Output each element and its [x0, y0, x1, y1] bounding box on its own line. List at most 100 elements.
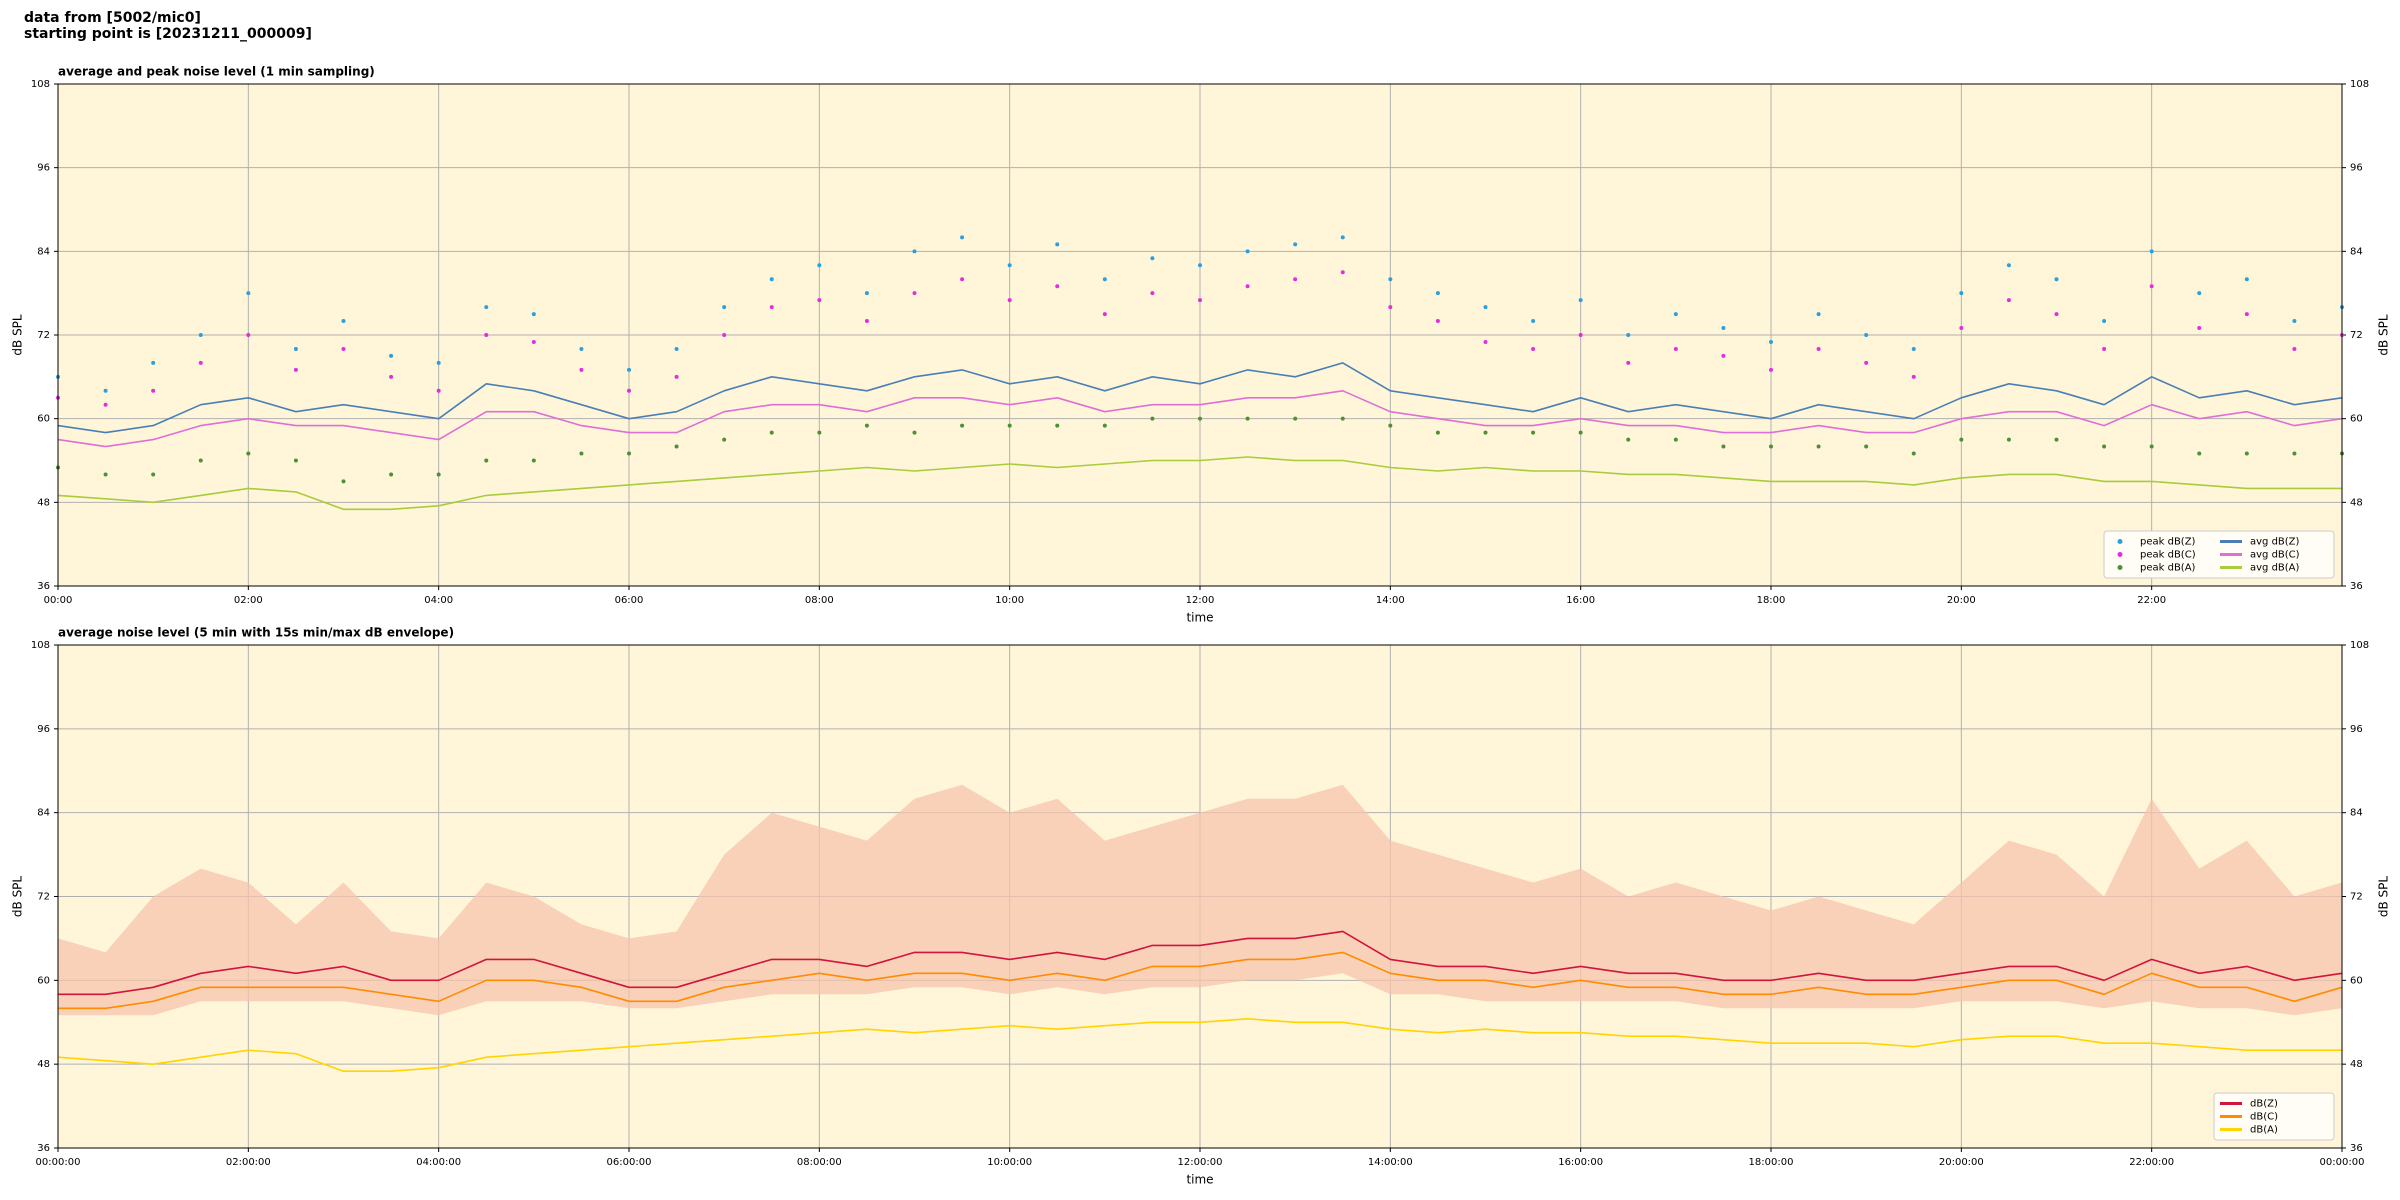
- peak-point: [2006, 437, 2011, 442]
- peak-point: [151, 388, 156, 393]
- peak-point: [817, 263, 822, 268]
- y-tick-label: 48: [37, 497, 50, 508]
- y-tick-label: 96: [2350, 163, 2363, 174]
- x-tick-label: 22:00: [2137, 595, 2166, 606]
- peak-point: [2292, 319, 2297, 324]
- y-tick-label: 84: [37, 246, 50, 257]
- peak-point: [1673, 346, 1678, 351]
- series-line: [57, 1018, 2342, 1072]
- y-tick-label: 48: [2350, 497, 2363, 508]
- peak-point: [1721, 353, 1726, 358]
- peak-point: [674, 444, 679, 449]
- peak-point: [1435, 291, 1440, 296]
- peak-point: [1911, 374, 1916, 379]
- peak-point: [531, 312, 536, 317]
- series-line: [57, 390, 2343, 448]
- peak-point: [1626, 437, 1631, 442]
- peak-point: [960, 235, 965, 240]
- peak-point: [436, 360, 441, 365]
- y-tick-label: 72: [37, 892, 50, 903]
- x-tick-label: 02:00:00: [226, 1157, 271, 1168]
- peak-point: [2102, 319, 2107, 324]
- peak-point: [1911, 451, 1916, 456]
- peak-point: [2197, 291, 2202, 296]
- peak-point: [912, 291, 917, 296]
- peak-point: [1673, 437, 1678, 442]
- peak-point: [1198, 298, 1202, 303]
- y-tick-label: 108: [31, 79, 50, 90]
- peak-point: [722, 437, 727, 442]
- peak-point: [1816, 444, 1821, 449]
- peak-point: [151, 472, 156, 477]
- y-axis-label: dB SPL: [11, 314, 25, 356]
- peak-point: [579, 451, 584, 456]
- legend-marker: [2117, 539, 2123, 544]
- x-tick-label: 18:00: [1757, 595, 1786, 606]
- y-tick-label: 72: [37, 330, 50, 341]
- x-tick-label: 04:00:00: [416, 1157, 461, 1168]
- y-tick-label: 60: [37, 414, 50, 425]
- peak-point: [341, 319, 346, 324]
- plot-frame: [57, 83, 2343, 587]
- peak-point: [293, 346, 298, 351]
- peak-point: [341, 346, 346, 351]
- peak-point: [1340, 270, 1345, 275]
- y-tick-label: 60: [2350, 414, 2363, 425]
- x-tick-label: 20:00:00: [1939, 1157, 1984, 1168]
- peak-point: [1626, 333, 1631, 337]
- y-tick-label: 84: [2350, 246, 2363, 257]
- peak-point: [1959, 291, 1964, 296]
- peak-point: [1055, 284, 1060, 289]
- peak-point: [1959, 437, 1964, 442]
- x-tick-label: 00:00:00: [36, 1157, 81, 1168]
- peak-point: [769, 430, 774, 435]
- peak-point: [1816, 346, 1821, 351]
- peak-point: [531, 339, 536, 344]
- peak-point: [1245, 249, 1250, 254]
- peak-point: [2149, 249, 2154, 254]
- peak-point: [1769, 367, 1773, 372]
- peak-point: [2197, 326, 2202, 331]
- x-tick-label: 02:00: [234, 595, 263, 606]
- peak-point: [1055, 423, 1060, 428]
- series-line: [58, 930, 2343, 996]
- legend-box: [2103, 530, 2335, 579]
- x-tick-label: 10:00:00: [987, 1157, 1032, 1168]
- x-tick-label: 22:00:00: [2129, 1157, 2174, 1168]
- x-tick-label: 12:00: [1186, 595, 1215, 606]
- peak-point: [341, 479, 346, 484]
- legend-label: dB(A): [2250, 1125, 2278, 1136]
- x-tick-label: 18:00:00: [1749, 1157, 1794, 1168]
- peak-point: [1769, 444, 1773, 449]
- peak-point: [1007, 298, 1012, 303]
- peak-point: [246, 451, 251, 456]
- y-tick-label: 60: [2350, 975, 2363, 986]
- x-axis-label: time: [1186, 1173, 1213, 1187]
- peak-point: [1150, 256, 1155, 261]
- peak-point: [103, 388, 108, 393]
- peak-point: [2054, 277, 2059, 282]
- peak-point: [389, 374, 394, 379]
- x-tick-label: 14:00:00: [1368, 1157, 1413, 1168]
- envelope-area: [58, 784, 2342, 1016]
- peak-point: [389, 472, 394, 477]
- legend-label: dB(C): [2250, 1112, 2278, 1123]
- peak-point: [2006, 298, 2011, 303]
- peak-point: [1721, 326, 1726, 331]
- peak-point: [103, 402, 108, 407]
- peak-point: [960, 423, 965, 428]
- peak-point: [1388, 423, 1393, 428]
- peak-point: [627, 451, 631, 456]
- peak-point: [484, 305, 489, 310]
- x-tick-label: 16:00:00: [1558, 1157, 1603, 1168]
- series-line: [57, 456, 2342, 511]
- peak-point: [198, 333, 203, 337]
- x-tick-label: 14:00: [1376, 595, 1405, 606]
- peak-point: [722, 305, 727, 310]
- peak-point: [864, 423, 869, 428]
- peak-point: [1055, 242, 1060, 247]
- series-line: [58, 951, 2343, 1010]
- y-tick-label: 60: [37, 975, 50, 986]
- x-tick-label: 04:00: [424, 595, 453, 606]
